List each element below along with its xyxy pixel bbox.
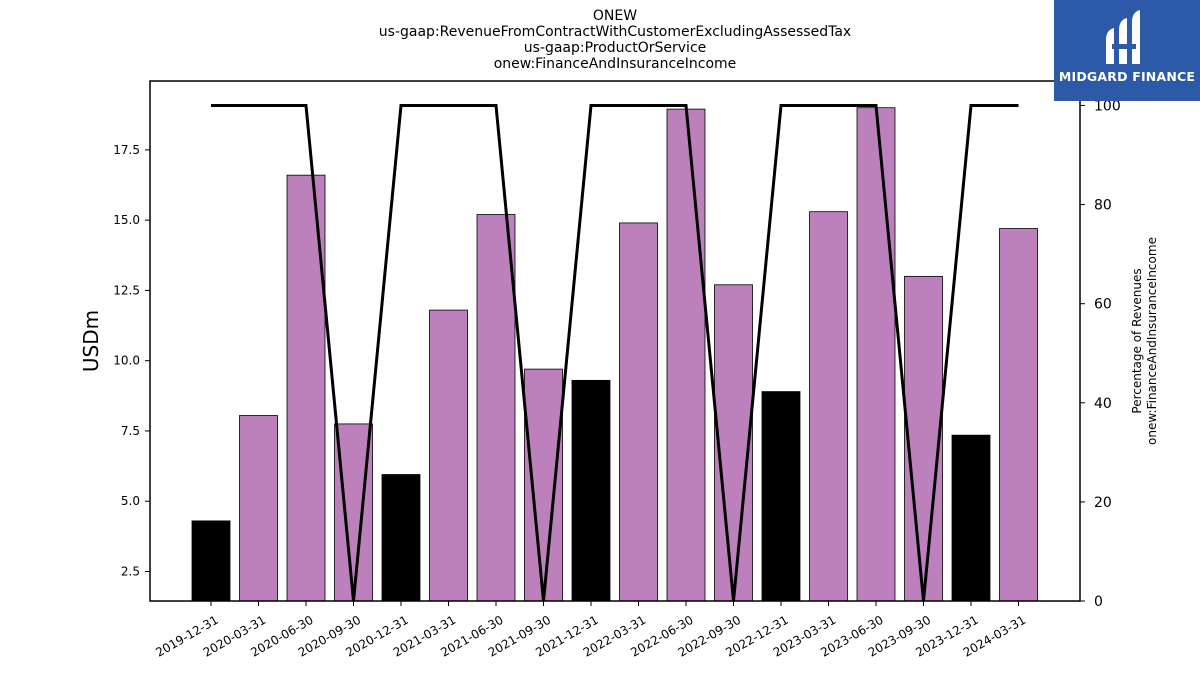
bar-2021-03-31 <box>429 309 468 602</box>
bar-2021-12-31 <box>571 379 611 602</box>
bar-2024-03-31 <box>999 228 1038 602</box>
y-axis-right: 0 20 40 60 80 100 <box>1080 99 1121 610</box>
logo-text: MIDGARD FINANCE <box>1058 69 1196 84</box>
y2-tick-label: 20 <box>1094 495 1112 511</box>
brand-logo: MIDGARD FINANCE <box>1054 0 1200 101</box>
bar-2019-12-31 <box>191 520 231 602</box>
y2-axis-label-line-1: Percentage of Revenues <box>1130 268 1144 413</box>
title-line-4: onew:FinanceAndInsuranceIncome <box>494 56 737 72</box>
bar-2023-03-31 <box>809 211 848 602</box>
bar-2022-03-31 <box>619 222 658 602</box>
percentage-line-series <box>211 104 1019 602</box>
y-axis-left: 2.5 5.0 7.5 10.0 12.5 15.0 17.5 <box>113 143 150 578</box>
title-line-3: us-gaap:ProductOrService <box>524 40 707 56</box>
plot-frame <box>149 80 1081 602</box>
bar-2023-09-30 <box>904 275 943 602</box>
y-axis-label: USDm <box>79 310 103 372</box>
y-tick-label: 5.0 <box>121 494 140 508</box>
bar-2021-06-30 <box>476 214 516 602</box>
bar-2023-06-30 <box>856 107 896 602</box>
bar-2022-09-30 <box>714 284 753 602</box>
bar-2020-03-31 <box>239 415 278 602</box>
bar-2022-06-30 <box>666 108 706 602</box>
chart-title: ONEW us-gaap:RevenueFromContractWithCust… <box>379 8 851 72</box>
y-tick-label: 12.5 <box>113 283 140 297</box>
x-axis: 2019-12-312020-03-312020-06-302020-09-30… <box>153 601 1028 660</box>
title-line-2: us-gaap:RevenueFromContractWithCustomerE… <box>379 24 851 40</box>
y-tick-label: 15.0 <box>113 213 140 227</box>
bars <box>191 107 1038 602</box>
bar-2023-12-31 <box>951 434 991 602</box>
y2-tick-label: 40 <box>1094 396 1112 412</box>
y-tick-label: 7.5 <box>121 424 140 438</box>
y2-tick-label: 60 <box>1094 297 1112 313</box>
bar-2021-09-30 <box>524 368 563 602</box>
y2-tick-label: 0 <box>1094 594 1103 610</box>
bar-2022-12-31 <box>761 391 801 602</box>
y2-tick-label: 100 <box>1094 99 1121 115</box>
percentage-line <box>211 104 1019 602</box>
y2-tick-label: 80 <box>1094 198 1112 214</box>
y-tick-label: 17.5 <box>113 143 140 157</box>
y-tick-label: 2.5 <box>121 564 140 578</box>
title-line-1: ONEW <box>593 8 637 24</box>
y2-axis-label-line-2: onew:FinanceAndInsuranceIncome <box>1145 237 1159 445</box>
bar-2020-12-31 <box>381 474 421 602</box>
logo-mark-icon <box>1106 10 1140 64</box>
y-tick-label: 10.0 <box>113 354 140 368</box>
